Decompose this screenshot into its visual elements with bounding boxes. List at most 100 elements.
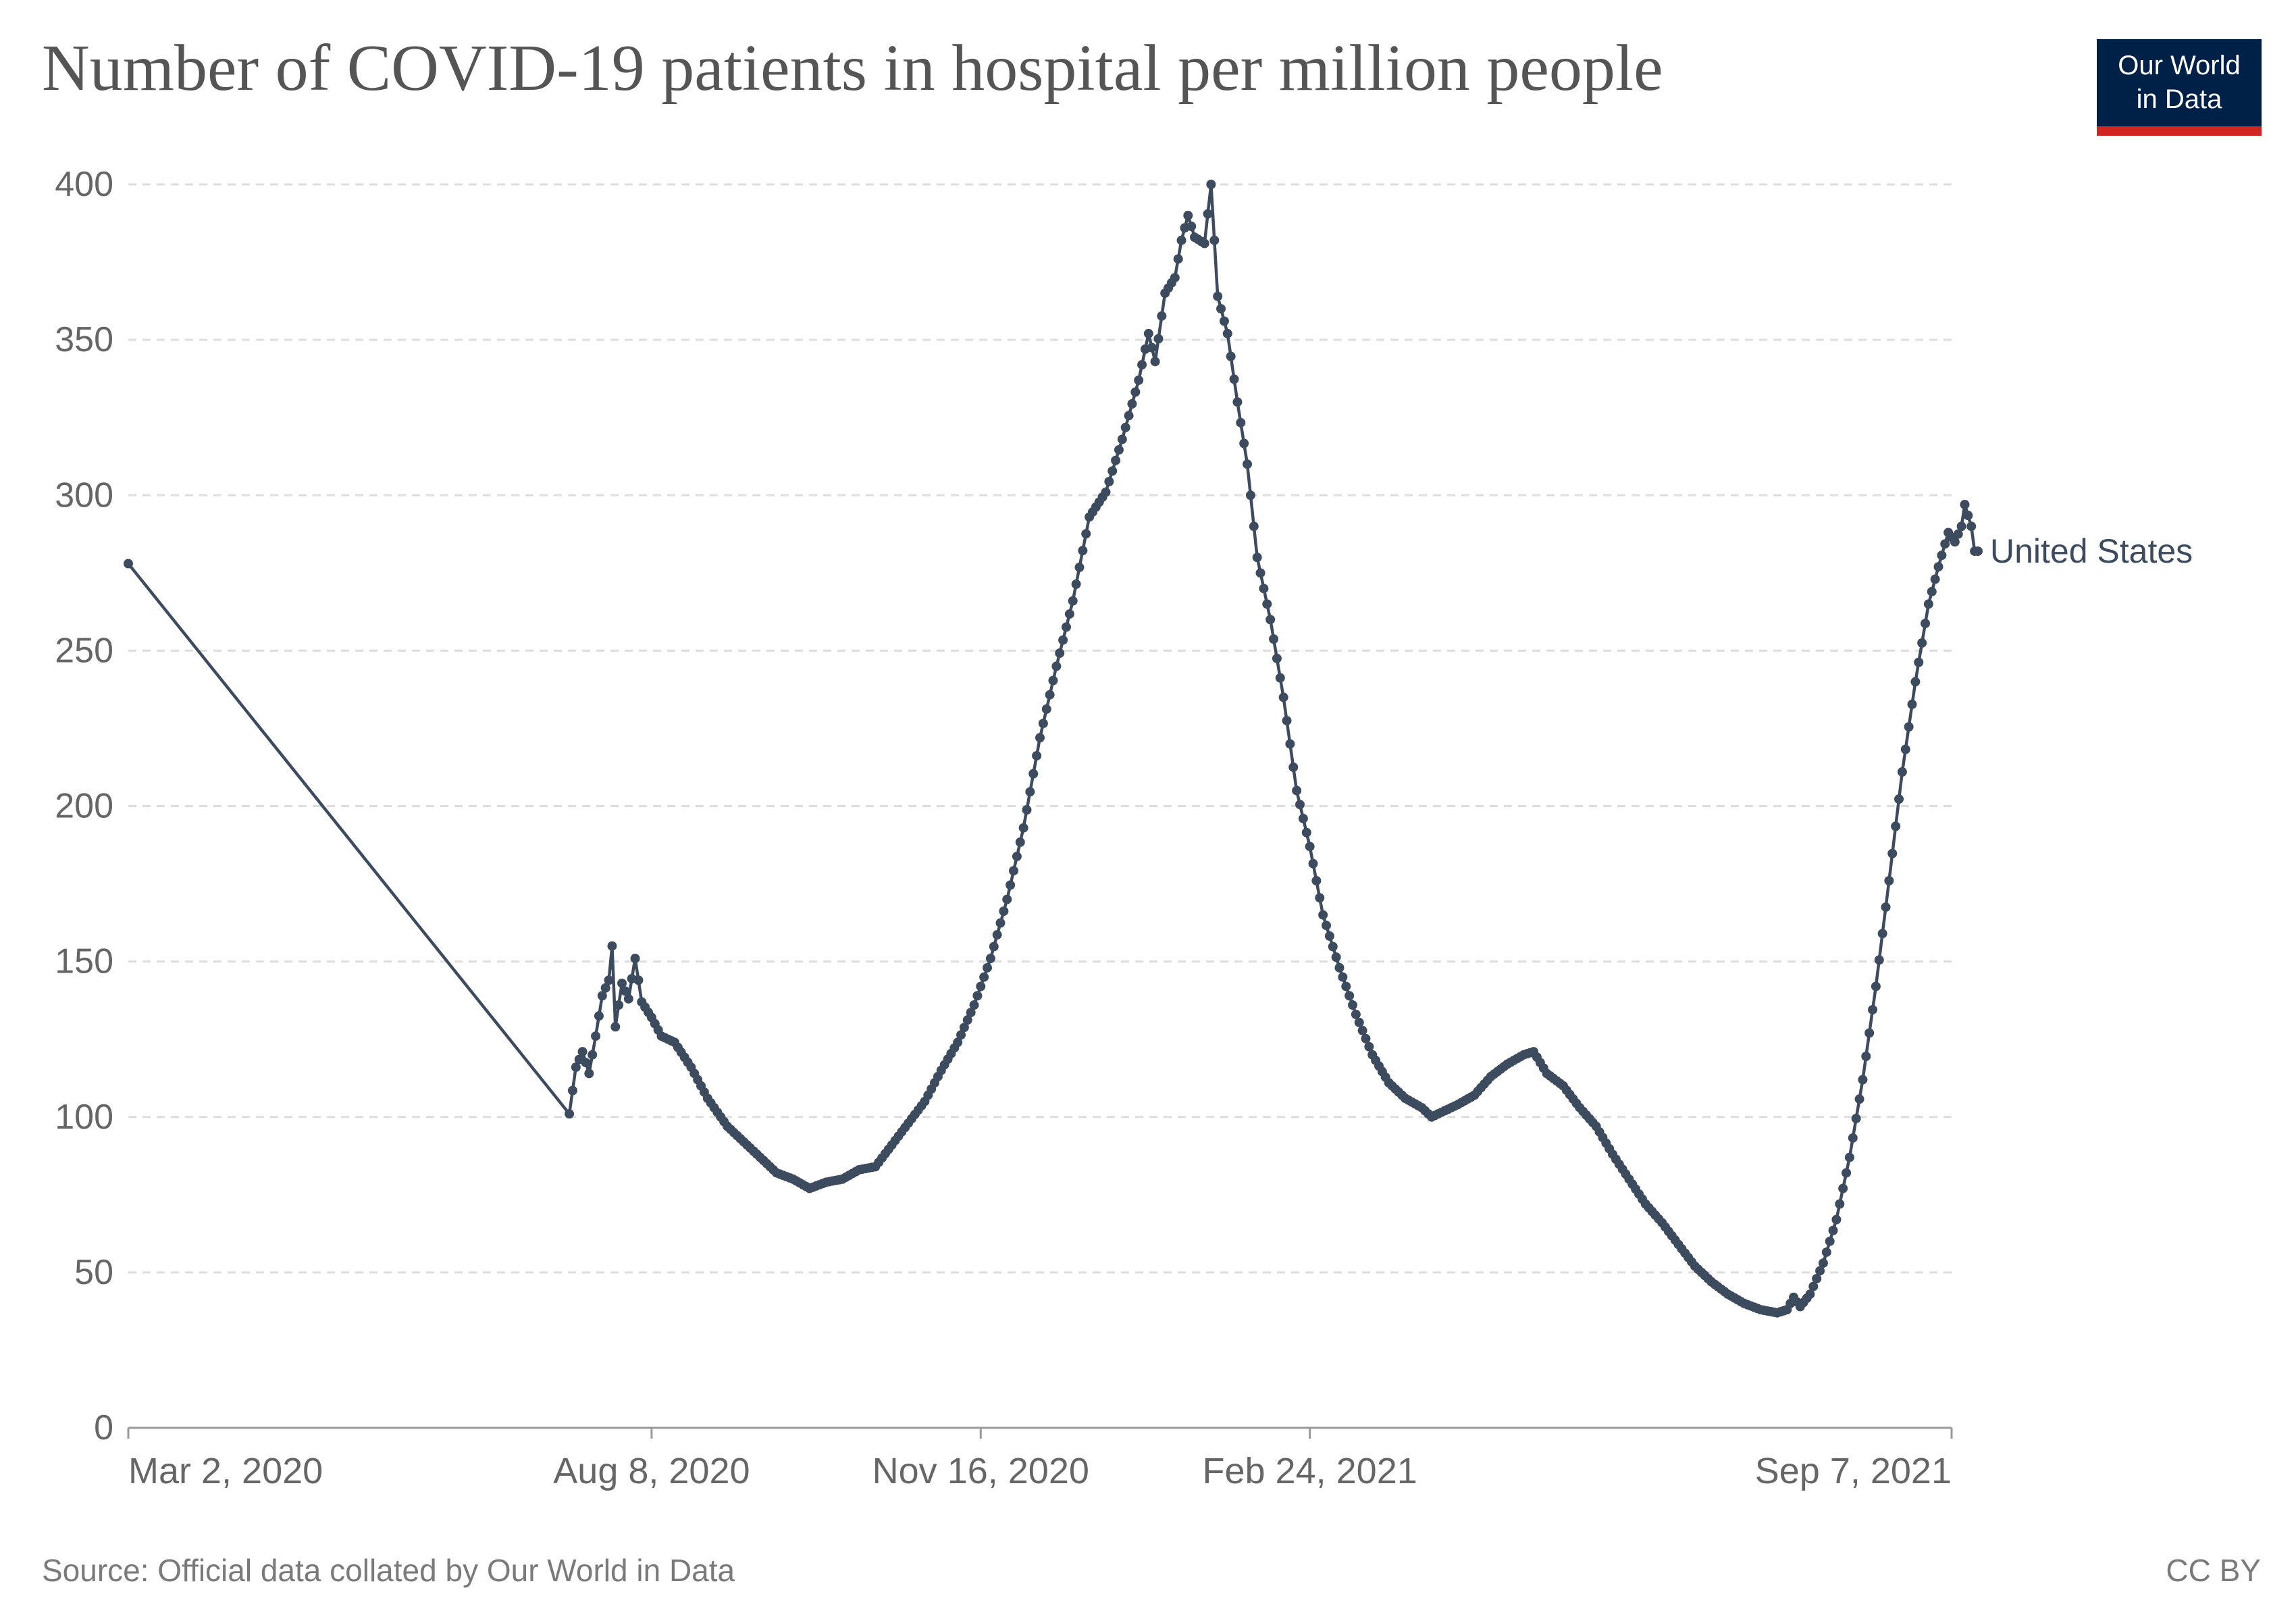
data-point [995, 918, 1006, 928]
data-point [1249, 521, 1259, 532]
data-point [1213, 291, 1223, 301]
data-point [1887, 848, 1898, 858]
owid-logo[interactable]: Our World in Data [2097, 39, 2262, 136]
data-point [1973, 546, 1983, 557]
data-point [584, 1069, 594, 1079]
data-point [1229, 374, 1239, 384]
data-point [1282, 715, 1292, 725]
data-point [1821, 1247, 1831, 1257]
data-point [1854, 1094, 1864, 1104]
data-point [1117, 434, 1127, 444]
data-point [1884, 875, 1894, 885]
data-point [1209, 235, 1220, 245]
data-point [1206, 180, 1216, 189]
data-point [1338, 972, 1348, 982]
data-point [1262, 599, 1272, 609]
license-link[interactable]: CC BY [2166, 1553, 2261, 1588]
data-point [600, 983, 610, 993]
data-point [969, 1000, 979, 1010]
data-point [1074, 563, 1085, 573]
data-point [1828, 1225, 1838, 1235]
data-point [1923, 599, 1933, 609]
x-tick-label: Mar 2, 2020 [128, 1451, 323, 1491]
data-point [1308, 858, 1318, 869]
data-point [1018, 823, 1028, 833]
data-point [1907, 699, 1917, 709]
data-point [1285, 739, 1295, 749]
data-point [985, 954, 995, 964]
data-point [565, 1109, 575, 1119]
data-point [617, 978, 627, 988]
data-point [620, 986, 630, 996]
data-point [581, 1058, 591, 1068]
x-tick-label: Sep 7, 2021 [1755, 1451, 1952, 1491]
data-point [1861, 1052, 1871, 1062]
data-point [1334, 962, 1345, 973]
data-point [1868, 1004, 1878, 1014]
data-point [1226, 351, 1236, 361]
data-point [1243, 459, 1253, 469]
data-point [1203, 209, 1213, 219]
data-point [1252, 552, 1262, 563]
series-label-united-states: United States [1990, 532, 2193, 570]
data-point [1245, 490, 1255, 500]
x-tick-label: Aug 8, 2020 [553, 1451, 750, 1491]
y-tick-label: 250 [55, 631, 113, 670]
data-point [999, 906, 1009, 917]
data-point [1032, 750, 1042, 761]
data-point [1199, 238, 1209, 249]
data-point [1858, 1075, 1868, 1085]
data-point [1818, 1258, 1828, 1268]
y-tick-label: 200 [55, 787, 113, 826]
data-point [1068, 596, 1078, 606]
data-point [1805, 1289, 1815, 1300]
data-point [1147, 342, 1157, 353]
data-point [1842, 1168, 1852, 1178]
data-point [962, 1015, 972, 1025]
data-point [1808, 1281, 1819, 1291]
data-point [1298, 813, 1308, 823]
data-point [953, 1037, 963, 1048]
data-point [1305, 842, 1315, 852]
data-point [989, 942, 999, 952]
data-point [577, 1047, 588, 1057]
y-tick-label: 350 [55, 320, 113, 359]
data-point [588, 1050, 598, 1060]
data-point [1927, 586, 1937, 596]
data-point [1278, 692, 1288, 702]
data-point [1078, 546, 1088, 556]
data-point [1322, 921, 1332, 931]
data-point [1239, 438, 1249, 448]
data-point [1216, 304, 1226, 314]
data-point [1170, 273, 1180, 283]
data-point [1318, 910, 1328, 920]
data-point [1812, 1274, 1822, 1284]
data-point [1838, 1183, 1848, 1193]
data-point [1232, 397, 1243, 407]
data-point [1357, 1025, 1367, 1035]
data-point [1347, 1000, 1357, 1010]
data-point [1864, 1028, 1875, 1038]
data-point [1364, 1041, 1374, 1052]
data-point [1022, 805, 1032, 815]
data-point [1361, 1033, 1371, 1044]
y-tick-label: 400 [55, 165, 113, 204]
data-point [1061, 622, 1071, 632]
data-point [1881, 902, 1891, 912]
data-point [1157, 311, 1167, 321]
data-point [1851, 1114, 1861, 1124]
y-tick-label: 300 [55, 475, 113, 515]
data-point [1137, 359, 1147, 369]
data-point [1891, 821, 1901, 831]
data-point [1114, 445, 1124, 455]
data-point [979, 972, 989, 982]
data-point [610, 1022, 621, 1032]
data-point [1288, 762, 1299, 772]
source-note[interactable]: Source: Official data collated by Our Wo… [42, 1553, 735, 1588]
data-point [1904, 722, 1914, 732]
data-point [1219, 316, 1229, 326]
data-point [1255, 568, 1266, 578]
data-point [1101, 487, 1111, 497]
data-point [1874, 955, 1884, 965]
grid-lines [128, 183, 1952, 1274]
